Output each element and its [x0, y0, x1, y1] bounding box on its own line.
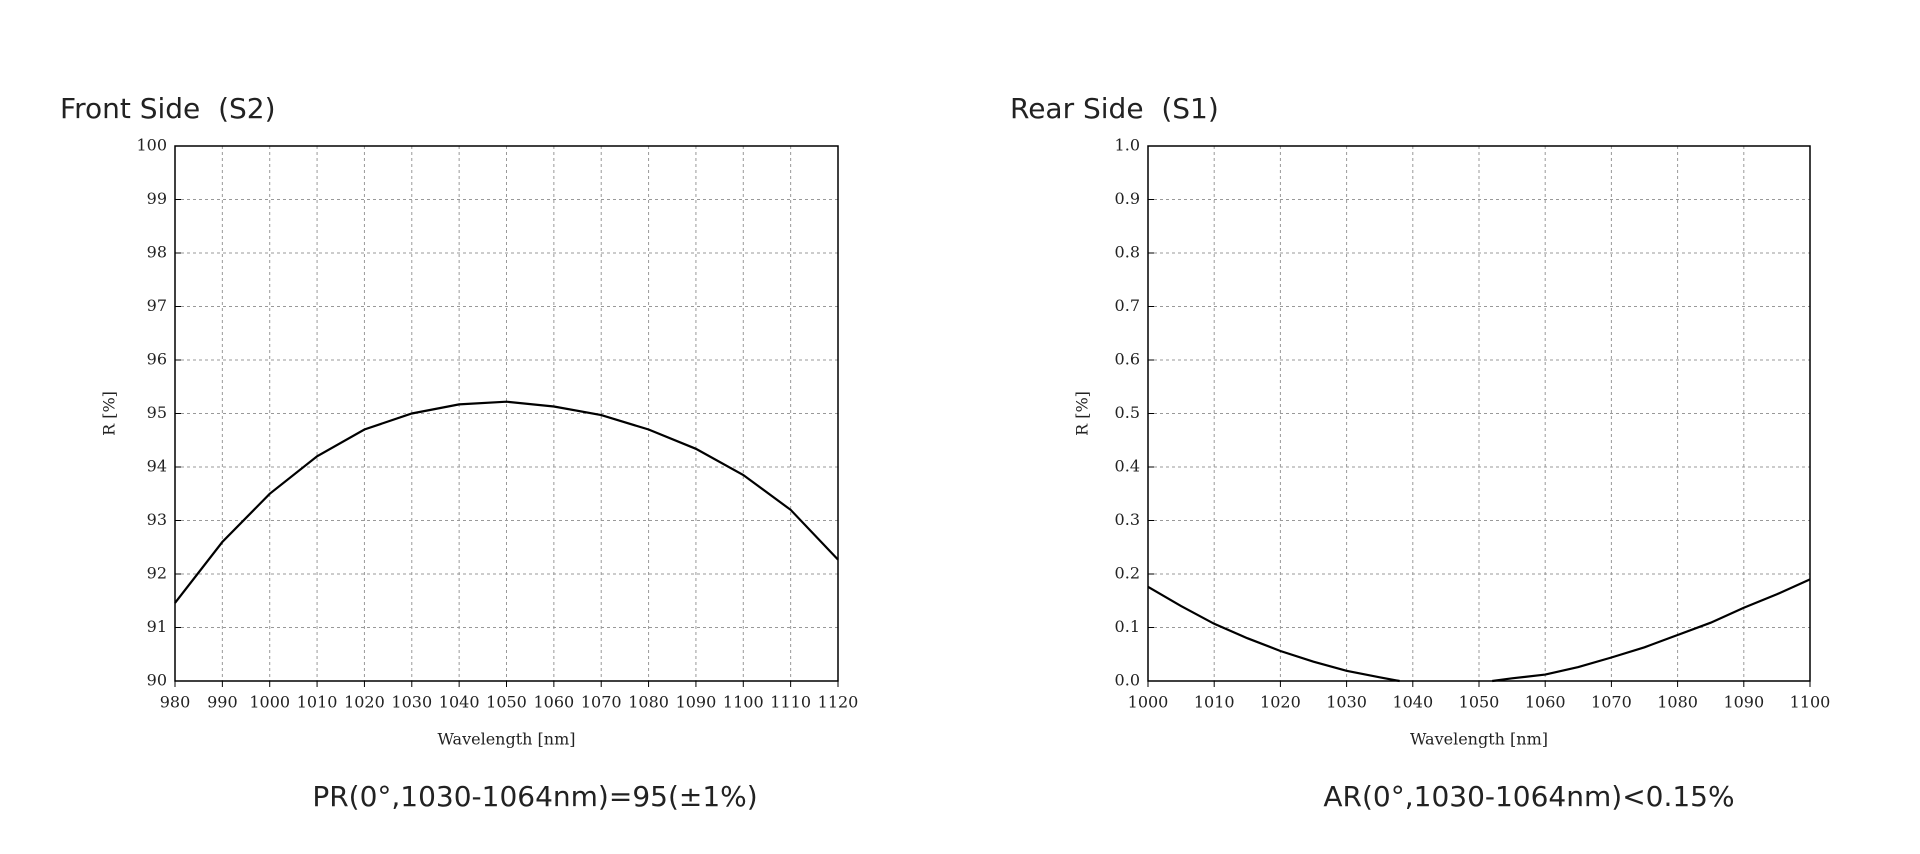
- x-tick-label: 1060: [1525, 693, 1566, 712]
- x-axis-label: Wavelength [nm]: [1410, 730, 1548, 749]
- y-tick-label: 92: [147, 564, 167, 583]
- x-axis-label: Wavelength [nm]: [437, 730, 575, 749]
- x-tick-label: 1030: [391, 693, 432, 712]
- x-tick-label: 1010: [297, 693, 338, 712]
- x-tick-label: 1050: [486, 693, 527, 712]
- x-tick-label: 1080: [1657, 693, 1698, 712]
- x-tick-label: 1040: [439, 693, 480, 712]
- x-tick-label: 1120: [818, 693, 859, 712]
- y-tick-label: 0.4: [1115, 457, 1140, 476]
- y-tick-label: 0.1: [1115, 617, 1140, 636]
- x-tick-label: 1090: [1723, 693, 1764, 712]
- y-tick-label: 90: [147, 671, 167, 690]
- x-tick-label: 1000: [249, 693, 290, 712]
- data-line: [1147, 578, 1811, 683]
- data-line: [174, 400, 839, 604]
- x-tick-label: 1000: [1128, 693, 1169, 712]
- y-tick-label: 94: [147, 457, 167, 476]
- x-tick-label: 1080: [628, 693, 669, 712]
- x-tick-label: 980: [160, 693, 191, 712]
- y-axis-label: R [%]: [100, 391, 119, 436]
- plot-frame: [174, 145, 839, 682]
- x-tick-label: 1030: [1326, 693, 1367, 712]
- y-tick-label: 91: [147, 617, 167, 636]
- y-tick-label: 98: [147, 243, 167, 262]
- y-tick-label: 99: [147, 189, 167, 208]
- y-tick-label: 0.9: [1115, 189, 1140, 208]
- y-tick-label: 0.6: [1115, 350, 1140, 369]
- annotation: AR(0°,1030-1064nm)<0.15%: [1323, 780, 1734, 813]
- y-axis-label: R [%]: [1073, 391, 1092, 436]
- x-tick-label: 1050: [1459, 693, 1500, 712]
- x-tick-label: 1090: [676, 693, 717, 712]
- y-tick-label: 0.3: [1115, 510, 1140, 529]
- chart-title: Rear Side (S1): [1010, 92, 1219, 125]
- y-tick-label: 1.0: [1115, 136, 1140, 155]
- x-tick-label: 1110: [770, 693, 811, 712]
- y-tick-label: 0.8: [1115, 243, 1140, 262]
- plot-frame: [1147, 145, 1811, 682]
- x-tick-label: 1100: [723, 693, 764, 712]
- y-tick-label: 93: [147, 510, 167, 529]
- y-tick-label: 0.0: [1115, 671, 1140, 690]
- x-tick-label: 1070: [1591, 693, 1632, 712]
- x-tick-label: 1060: [533, 693, 574, 712]
- x-tick-label: 1020: [1260, 693, 1301, 712]
- chart-title: Front Side (S2): [60, 92, 276, 125]
- y-tick-label: 96: [147, 350, 167, 369]
- y-tick-label: 97: [147, 296, 167, 315]
- y-tick-label: 100: [136, 136, 167, 155]
- x-tick-label: 990: [207, 693, 238, 712]
- annotation: PR(0°,1030-1064nm)=95(±1%): [312, 780, 757, 813]
- x-tick-label: 1020: [344, 693, 385, 712]
- y-tick-label: 95: [147, 403, 167, 422]
- x-tick-label: 1100: [1790, 693, 1831, 712]
- y-tick-label: 0.2: [1115, 564, 1140, 583]
- y-tick-label: 0.5: [1115, 403, 1140, 422]
- x-tick-label: 1040: [1392, 693, 1433, 712]
- y-tick-label: 0.7: [1115, 296, 1140, 315]
- x-tick-label: 1070: [581, 693, 622, 712]
- x-tick-label: 1010: [1194, 693, 1235, 712]
